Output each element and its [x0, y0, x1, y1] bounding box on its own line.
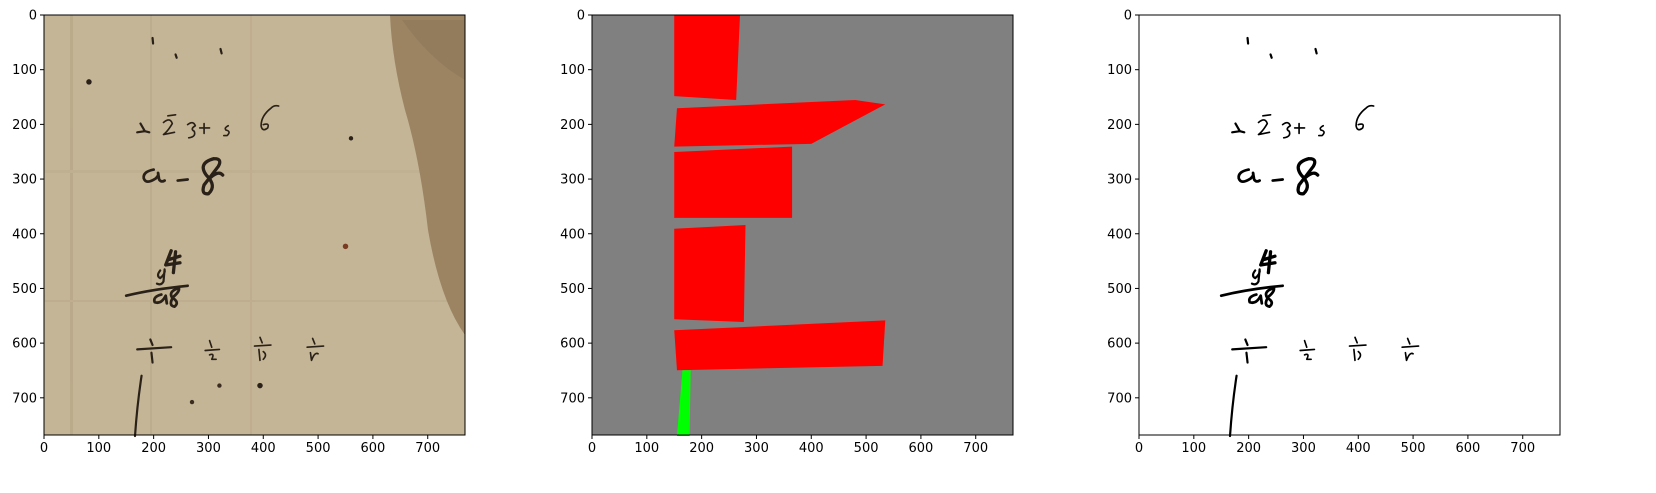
x-tick-label: 300 [1291, 441, 1316, 456]
y-tick-label: 0 [29, 9, 37, 24]
panel-original-frame [43, 14, 466, 436]
x-tick-label: 100 [1181, 441, 1206, 456]
panel-original-texture [44, 15, 465, 435]
panel-mask-regions [674, 15, 886, 437]
y-tick-label: 200 [12, 118, 37, 133]
x-tick-label: 0 [1135, 441, 1143, 456]
y-tick-label: 600 [1107, 337, 1132, 352]
mask-region-red-3 [674, 146, 793, 218]
x-tick-label: 700 [963, 441, 988, 456]
mask-region-red-2 [674, 99, 886, 147]
panel-original-handwriting [86, 36, 354, 438]
panel-binarized: 0 100 200 300 400 500 600 700 0 100 200 300 400 500 60… [1107, 9, 1561, 457]
y-tick-label: 600 [560, 337, 585, 352]
x-tick-label: 400 [799, 441, 824, 456]
x-tick-label: 200 [141, 441, 166, 456]
y-tick-label: 100 [1107, 63, 1132, 78]
y-tick-label: 500 [560, 282, 585, 297]
x-tick-label: 0 [40, 441, 48, 456]
y-tick-label: 400 [560, 227, 585, 242]
panel-binarized-frame [1138, 14, 1561, 436]
y-tick-label: 700 [12, 391, 37, 406]
y-tick-label: 600 [12, 337, 37, 352]
x-tick-label: 200 [689, 441, 714, 456]
y-tick-label: 300 [1107, 173, 1132, 188]
panel-mask: 0 100 200 300 400 500 600 700 0 100 200 300 400 500 60… [560, 9, 1014, 457]
y-tick-label: 300 [560, 173, 585, 188]
y-tick-label: 400 [1107, 227, 1132, 242]
x-tick-label: 600 [908, 441, 933, 456]
x-tick-label: 200 [1236, 441, 1261, 456]
x-tick-label: 300 [196, 441, 221, 456]
y-tick-label: 100 [560, 63, 585, 78]
x-tick-label: 300 [744, 441, 769, 456]
x-tick-label: 700 [1510, 441, 1535, 456]
x-tick-label: 100 [634, 441, 659, 456]
panel-mask-frame [591, 14, 1014, 436]
x-tick-label: 700 [415, 441, 440, 456]
mask-region-red-1 [674, 15, 741, 100]
mask-region-red-4 [674, 224, 746, 322]
y-tick-label: 300 [12, 173, 37, 188]
y-tick-label: 0 [1124, 9, 1132, 24]
y-tick-label: 700 [1107, 391, 1132, 406]
x-tick-label: 400 [251, 441, 276, 456]
x-tick-label: 100 [86, 441, 111, 456]
x-tick-label: 500 [306, 441, 331, 456]
y-tick-label: 100 [12, 63, 37, 78]
x-tick-label: 600 [360, 441, 385, 456]
y-tick-label: 500 [12, 282, 37, 297]
panel-original-paper [44, 15, 465, 435]
x-tick-label: 500 [1401, 441, 1426, 456]
panel-original-axes: 0 100 200 300 400 500 600 700 0 100 200 300 400 500 60… [12, 9, 440, 457]
y-tick-label: 700 [560, 391, 585, 406]
x-tick-label: 500 [854, 441, 879, 456]
y-tick-label: 200 [560, 118, 585, 133]
y-tick-label: 0 [577, 9, 585, 24]
x-tick-label: 400 [1346, 441, 1371, 456]
mask-region-green-6 [676, 370, 691, 437]
y-tick-label: 200 [1107, 118, 1132, 133]
x-tick-label: 0 [588, 441, 596, 456]
y-tick-label: 500 [1107, 282, 1132, 297]
panel-binarized-background [1139, 15, 1560, 435]
panel-binarized-axes: 0 100 200 300 400 500 600 700 0 100 200 300 400 500 60… [1107, 9, 1535, 457]
panel-mask-axes: 0 100 200 300 400 500 600 700 0 100 200 300 400 500 60… [560, 9, 988, 457]
mask-region-red-5 [674, 320, 886, 371]
y-tick-label: 400 [12, 227, 37, 242]
panel-original-stain [390, 15, 465, 335]
x-tick-label: 600 [1455, 441, 1480, 456]
panel-original: 0 100 200 300 400 500 600 700 0 100 200 300 400 500 60… [12, 9, 466, 457]
panel-mask-background [592, 15, 1013, 435]
